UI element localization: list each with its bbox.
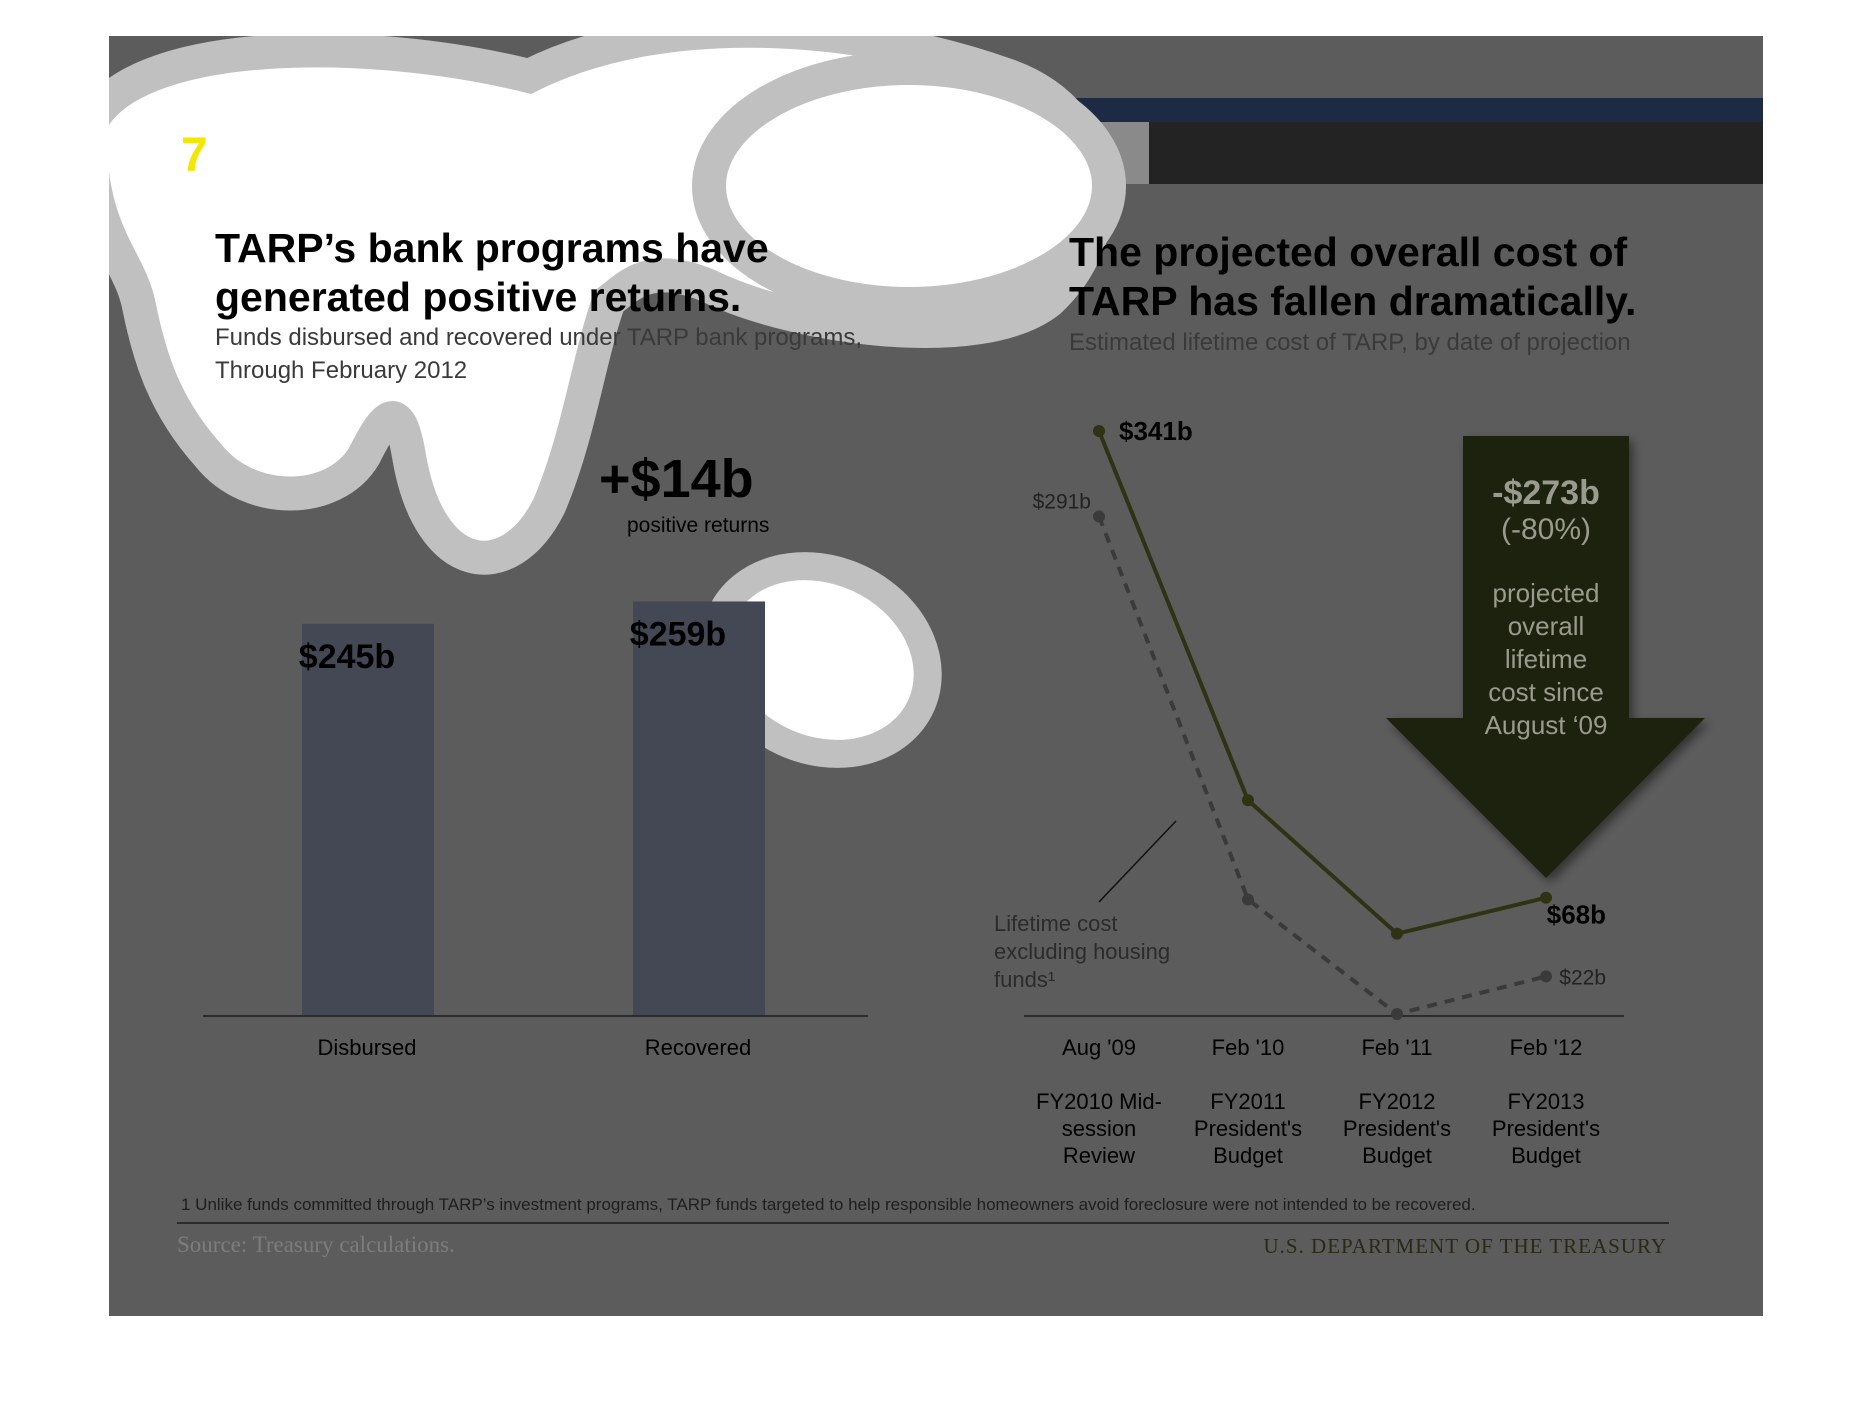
right-headline-line1: The projected overall cost of — [1069, 229, 1628, 275]
chapter-title-text: The Financial Rescue — [218, 129, 635, 182]
series-total-line — [1097, 430, 1547, 936]
highlight-overlay — [109, 36, 1126, 768]
series-note-leader — [1098, 820, 1177, 903]
chapter-title: 7 The Financial Rescue — [181, 128, 635, 183]
right-headline: The projected overall cost of TARP has f… — [1069, 228, 1636, 326]
chapter-number: 7 — [181, 129, 208, 182]
footnote: 1 Unlike funds committed through TARP’s … — [181, 1195, 1476, 1214]
x-tick-sublabel: Budget — [1213, 1143, 1283, 1168]
point-value-label: $22b — [1559, 966, 1606, 989]
decline-description: projected overall lifetime cost since Au… — [1446, 577, 1646, 742]
x-tick-sublabel: President's — [1194, 1116, 1302, 1141]
left-headline: TARP’s bank programs have generated posi… — [215, 224, 769, 322]
x-tick-sublabel: President's — [1343, 1116, 1451, 1141]
bar-recovered — [633, 601, 765, 1015]
decline-arrow-text: -$273b (-80%) projected overall lifetime… — [1446, 474, 1646, 742]
x-tick-sublabel: Budget — [1511, 1143, 1581, 1168]
data-point — [1391, 927, 1403, 940]
series-excl-housing-line — [1097, 515, 1547, 1017]
source-note: Source: Treasury calculations. — [177, 1232, 455, 1257]
data-point — [1242, 893, 1254, 906]
decline-description-line: cost since — [1488, 677, 1604, 707]
section-label: Crisis Response — [181, 101, 315, 120]
x-tick-sublabel: FY2013 — [1507, 1089, 1584, 1114]
x-tick-sublabel: President's — [1492, 1116, 1600, 1141]
bar-value-label: $259b — [630, 615, 726, 653]
point-value-label: $341b — [1119, 416, 1193, 446]
decline-description-line: projected — [1492, 578, 1600, 608]
decline-arrow — [1386, 436, 1705, 878]
data-point — [1093, 425, 1105, 437]
x-tick-sublabel: FY2011 — [1210, 1089, 1285, 1114]
data-point — [1540, 891, 1552, 904]
decline-description-line: August ‘09 — [1484, 710, 1608, 740]
bar-category-label: Disbursed — [317, 1035, 416, 1060]
x-tick-label: Feb '12 — [1510, 1035, 1583, 1060]
x-tick-sublabel: session — [1062, 1116, 1137, 1141]
decline-description-line: lifetime — [1504, 644, 1588, 674]
slide: Crisis Response 7 The Financial Rescue T… — [109, 36, 1763, 1316]
x-tick-sublabel: FY2012 — [1358, 1089, 1435, 1114]
decline-arrow-shape — [1386, 436, 1705, 878]
charts-canvas: $245b Disbursed $259b Recovered $341b $68b $29… — [203, 416, 1624, 1168]
left-subtitle-line1: Funds disbursed and recovered under TARP… — [215, 324, 863, 351]
bar-disbursed — [302, 623, 434, 1015]
left-subtitle: Funds disbursed and recovered under TARP… — [215, 321, 862, 387]
left-subtitle-line2: Through February 2012 — [215, 357, 468, 384]
returns-callout-label: positive returns — [627, 514, 770, 537]
right-subtitle: Estimated lifetime cost of TARP, by date… — [1069, 329, 1631, 356]
decline-value: -$273b — [1492, 474, 1600, 512]
left-headline-line1: TARP’s bank programs have — [215, 225, 769, 271]
point-value-label: $291b — [1033, 490, 1091, 513]
highlight-blob-right — [692, 51, 1126, 321]
data-point — [1540, 970, 1552, 983]
series-note-line: Lifetime cost — [994, 911, 1118, 936]
data-point — [1242, 794, 1254, 807]
x-tick-label: Feb '11 — [1361, 1035, 1432, 1060]
x-tick-sublabel: FY2010 Mid- — [1036, 1089, 1162, 1114]
x-tick-sublabel: Review — [1063, 1143, 1135, 1168]
bar-value-label: $245b — [299, 638, 395, 676]
footer-divider — [177, 1222, 1669, 1224]
left-headline-line2: generated positive returns. — [215, 274, 742, 320]
x-tick-label: Aug '09 — [1062, 1035, 1136, 1060]
series-note-line: funds¹ — [994, 967, 1056, 992]
department-name: U.S. DEPARTMENT OF THE TREASURY — [1263, 1234, 1667, 1258]
bar-category-label: Recovered — [645, 1035, 751, 1060]
x-tick-sublabel: Budget — [1362, 1143, 1432, 1168]
decline-description-line: overall — [1507, 611, 1585, 641]
series-note: Lifetime cost excluding housing funds¹ — [994, 910, 1170, 994]
decline-percent: (-80%) — [1500, 513, 1591, 546]
point-value-label: $68b — [1547, 900, 1606, 930]
data-point — [1391, 1008, 1403, 1020]
x-tick-label: Feb '10 — [1212, 1035, 1285, 1060]
data-point — [1093, 510, 1105, 523]
series-note-line: excluding housing — [994, 939, 1171, 964]
right-headline-line2: TARP has fallen dramatically. — [1069, 278, 1637, 324]
returns-callout-value: +$14b — [599, 449, 754, 509]
